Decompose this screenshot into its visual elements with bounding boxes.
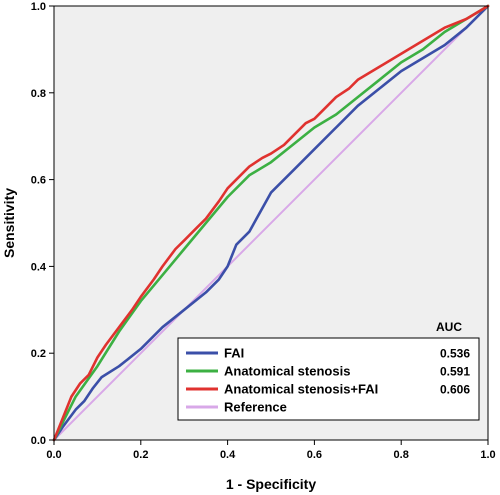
series-line-reference <box>53 5 489 441</box>
legend-auc-fai: 0.536 <box>440 347 470 361</box>
y-tick-label: 1.0 <box>31 1 46 13</box>
legend: FAI 0.536 Anatomical stenosis 0.591 Anatomic… <box>177 337 480 421</box>
legend-box <box>177 337 480 421</box>
legend-auc-anatomical-stenosis-fai: 0.606 <box>440 383 470 397</box>
x-tick-label: 1.0 <box>480 449 495 461</box>
x-tick-label: 0.0 <box>46 449 61 461</box>
x-axis-label: 1 - Specificity <box>226 476 316 492</box>
series-line-fai <box>52 4 490 442</box>
legend-label-reference: Reference <box>224 400 287 415</box>
legend-auc-anatomical-stenosis: 0.591 <box>440 365 470 379</box>
legend-label-fai: FAI <box>224 346 244 361</box>
y-tick-label: 0.6 <box>31 175 46 187</box>
auc-header: AUC <box>436 320 462 334</box>
series-line-anatomical-stenosis-fai <box>52 4 490 442</box>
y-axis-label: Sensitivity <box>1 188 17 258</box>
x-tick-label: 0.4 <box>220 449 236 461</box>
y-tick-label: 0.8 <box>31 88 46 100</box>
x-tick-label: 0.8 <box>394 449 409 461</box>
y-tick-label: 0.2 <box>31 348 46 360</box>
legend-label-anatomical-stenosis: Anatomical stenosis <box>224 364 350 379</box>
x-tick-label: 0.2 <box>133 449 148 461</box>
y-tick-label: 0.0 <box>31 435 46 447</box>
series-line-anatomical-stenosis <box>52 4 490 442</box>
y-tick-label: 0.4 <box>31 261 47 273</box>
plot-frame <box>53 5 489 441</box>
legend-label-anatomical-stenosis-fai: Anatomical stenosis+FAI <box>224 382 378 397</box>
x-tick-label: 0.6 <box>307 449 322 461</box>
